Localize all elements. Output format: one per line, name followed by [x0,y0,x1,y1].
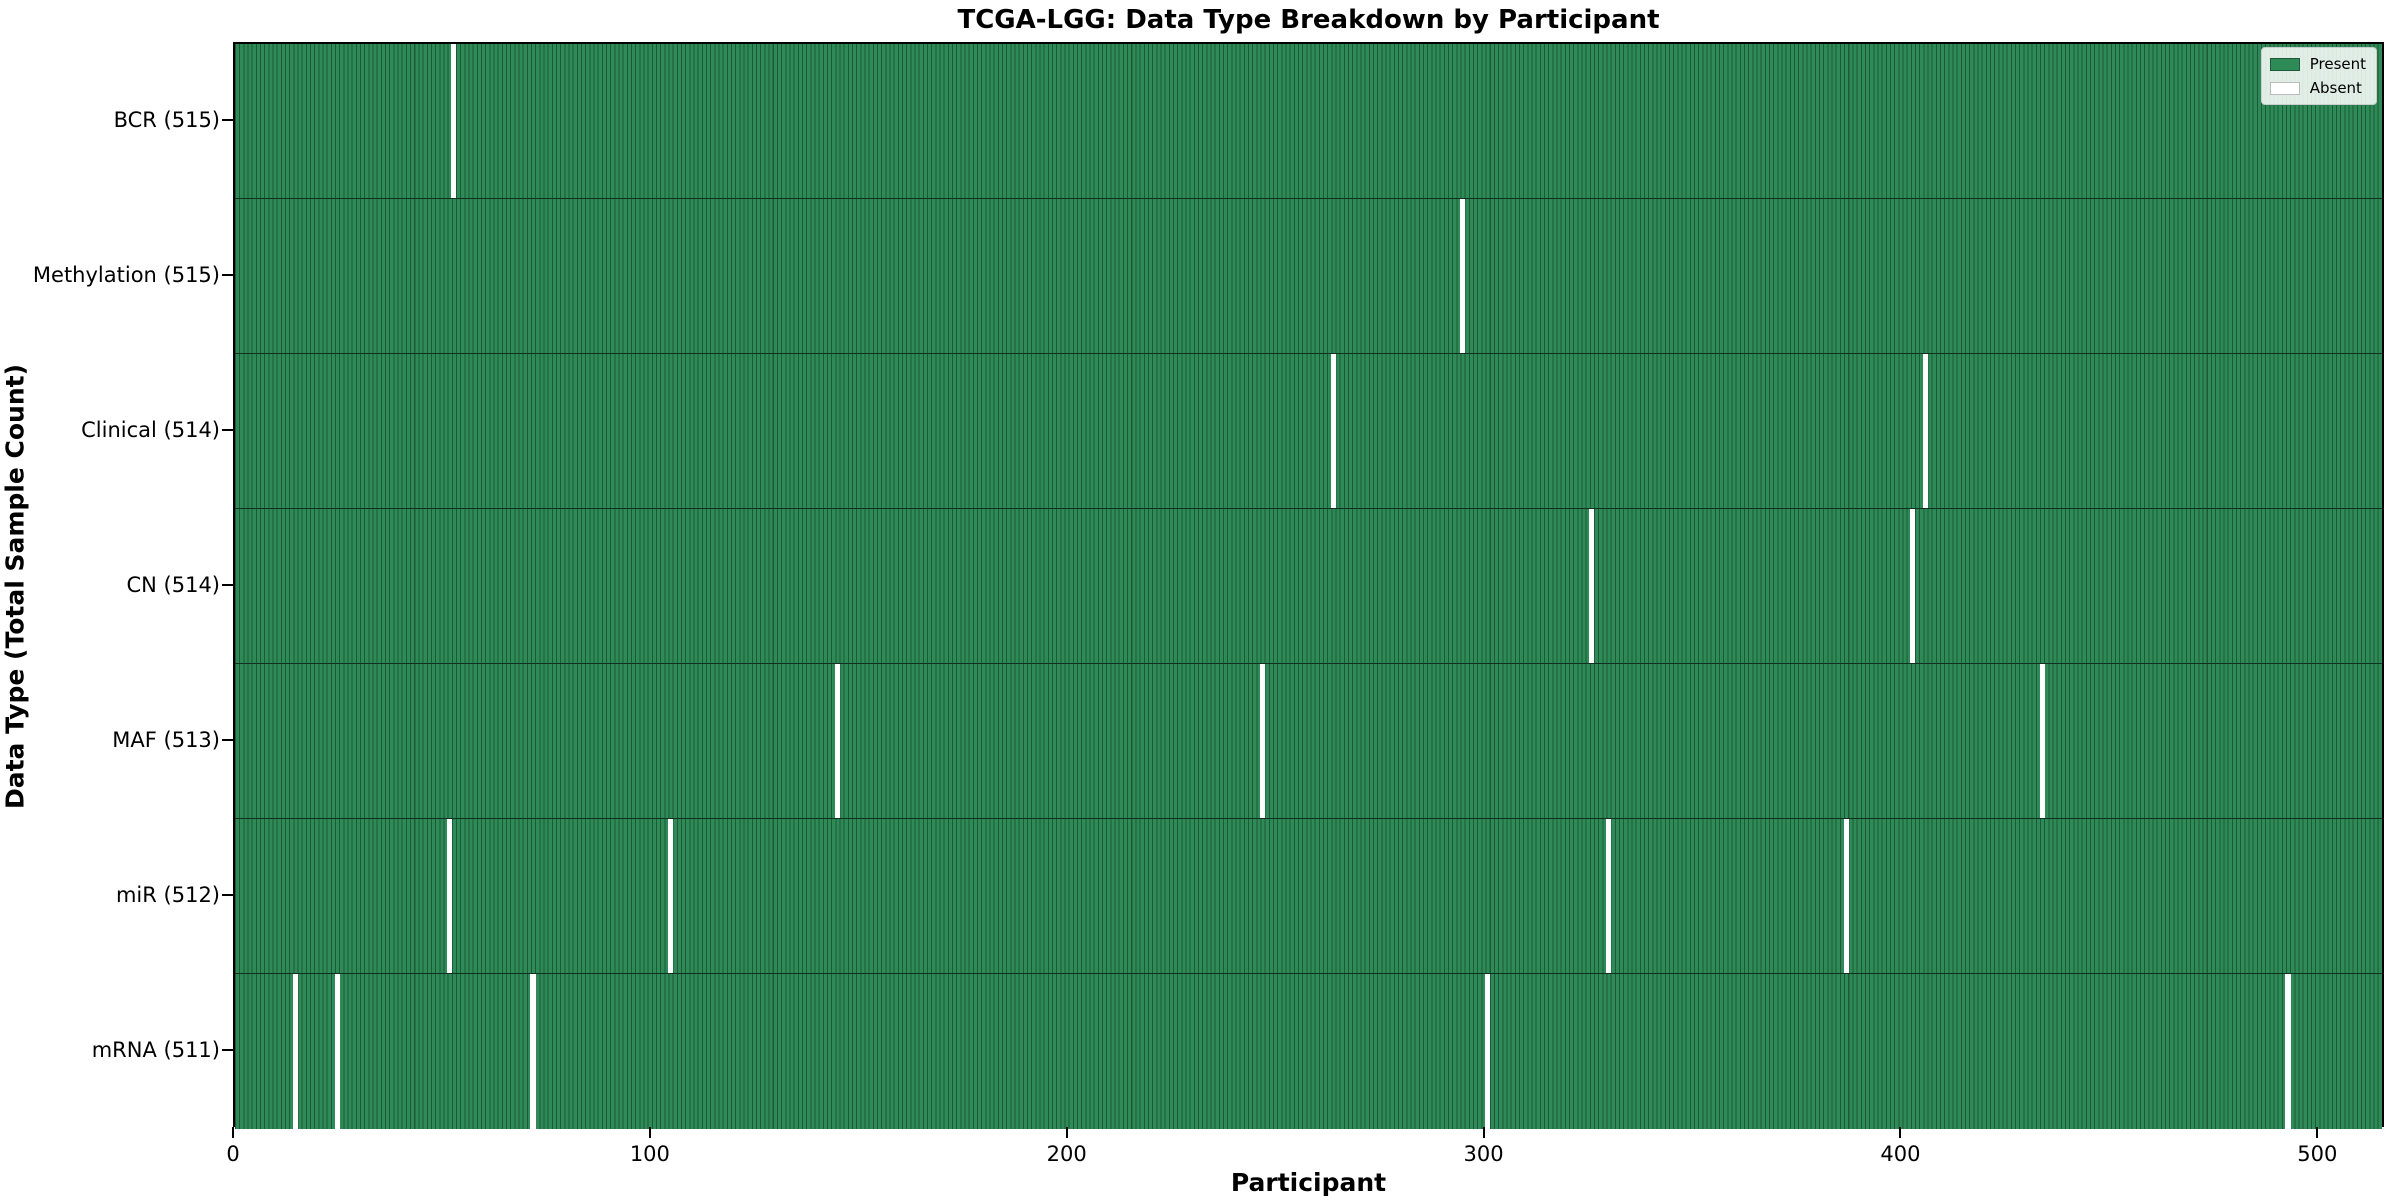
y-tick-mark [222,273,233,276]
x-tick-label-300: 300 [1463,1142,1504,1166]
absent-marker-mir-386 [1843,819,1849,973]
y-axis-label: Data Type (Total Sample Count) [0,363,30,810]
y-tick-mark [222,1048,233,1051]
x-tick-label-200: 200 [1046,1142,1087,1166]
x-tick-mark [1899,1127,1902,1138]
absent-marker-bcr-52 [451,44,457,198]
legend: Present Absent [2260,47,2377,105]
y-tick-label-bcr: BCR (515) [113,107,220,132]
legend-absent-label: Absent [2309,79,2362,97]
y-tick-label-cn: CN (514) [126,572,220,597]
y-tick-label-methylation: Methylation (515) [32,262,220,287]
datatype-row-cn [235,509,2382,664]
absent-marker-mrna-24 [334,974,340,1129]
absent-marker-mrna-14 [292,974,299,1129]
absent-marker-mir-329 [1605,819,1612,973]
absent-marker-maf-246 [1259,664,1266,818]
legend-present-swatch [2269,57,2300,71]
x-tick-label-400: 400 [1880,1142,1921,1166]
datatype-row-mrna [235,974,2382,1129]
x-tick-label-100: 100 [629,1142,670,1166]
x-tick-mark [2316,1127,2319,1138]
y-tick-mark [222,583,233,586]
y-tick-label-maf: MAF (513) [112,727,220,752]
y-tick-mark [222,738,233,741]
legend-entry-absent: Absent [2269,79,2366,97]
datatype-row-clinical [235,354,2382,509]
x-tick-mark [1065,1127,1068,1138]
absent-marker-mir-51 [447,819,453,973]
datatype-row-maf [235,664,2382,819]
absent-marker-maf-433 [2039,664,2045,818]
absent-marker-clinical-263 [1330,354,1336,508]
legend-entry-present: Present [2269,55,2366,73]
datatype-row-methylation [235,199,2382,354]
plot-area [233,42,2384,1129]
y-tick-label-mrna: mRNA (511) [91,1037,220,1062]
legend-present-label: Present [2309,55,2366,73]
absent-marker-mrna-300 [1485,974,1491,1129]
x-tick-mark [232,1127,234,1138]
x-tick-mark [1482,1127,1485,1138]
y-tick-mark [222,893,233,896]
y-tick-mark [222,428,233,431]
absent-marker-cn-402 [1910,509,1916,663]
x-tick-mark [648,1127,651,1138]
absent-marker-methylation-294 [1460,199,1466,353]
absent-marker-cn-325 [1589,509,1595,663]
absent-marker-mrna-492 [2285,974,2291,1129]
x-tick-label-0: 0 [226,1142,240,1166]
x-axis-label: Participant [1230,1168,1387,1197]
chart-title: TCGA-LGG: Data Type Breakdown by Partici… [957,5,1660,35]
absent-marker-mrna-71 [530,974,536,1129]
absent-marker-clinical-405 [1922,354,1928,508]
datatype-row-mir [235,819,2382,974]
y-tick-label-clinical: Clinical (514) [81,417,220,442]
absent-marker-maf-144 [834,664,840,818]
x-tick-label-500: 500 [2297,1142,2338,1166]
y-tick-label-mir: miR (512) [115,882,220,907]
absent-marker-mir-104 [668,819,674,973]
legend-absent-swatch [2269,81,2300,95]
y-tick-mark [222,118,233,121]
datatype-row-bcr [235,44,2382,199]
